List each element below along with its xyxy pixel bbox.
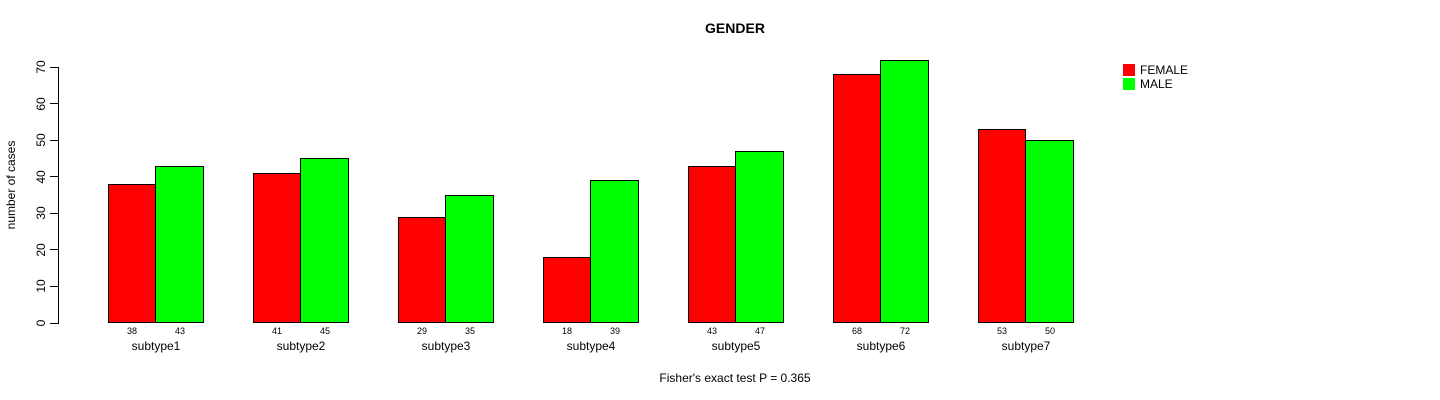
y-tick-mark-60 — [50, 103, 58, 105]
y-tick-mark-30 — [50, 212, 58, 214]
bar-male-subtype2 — [300, 158, 349, 323]
bar-value-female-subtype7: 53 — [996, 326, 1008, 336]
category-label-subtype2: subtype2 — [276, 339, 326, 353]
footnote: Fisher's exact test P = 0.365 — [659, 371, 811, 385]
legend: FEMALE MALE — [1123, 64, 1188, 92]
y-axis-line — [58, 67, 59, 324]
bar-value-male-subtype1: 43 — [174, 326, 186, 336]
y-tick-mark-50 — [50, 139, 58, 141]
y-tick-label-0: 0 — [34, 319, 48, 327]
bar-male-subtype3 — [445, 195, 494, 323]
bar-female-subtype5 — [688, 166, 736, 323]
bar-female-subtype3 — [398, 217, 446, 323]
bar-female-subtype4 — [543, 257, 591, 323]
bar-female-subtype6 — [833, 74, 881, 323]
legend-row-female: FEMALE — [1123, 64, 1188, 76]
category-label-subtype5: subtype5 — [711, 339, 761, 353]
y-tick-label-10: 10 — [34, 279, 48, 294]
legend-swatch-male — [1123, 78, 1135, 90]
bar-value-female-subtype5: 43 — [706, 326, 718, 336]
bar-value-female-subtype6: 68 — [851, 326, 863, 336]
bar-value-female-subtype1: 38 — [126, 326, 138, 336]
y-tick-label-70: 70 — [34, 60, 48, 74]
y-tick-label-50: 50 — [34, 133, 48, 147]
y-tick-label-20: 20 — [34, 243, 48, 257]
bar-value-male-subtype3: 35 — [464, 326, 476, 336]
y-tick-mark-40 — [50, 176, 58, 178]
y-tick-mark-0 — [50, 322, 58, 324]
bar-male-subtype4 — [590, 180, 639, 323]
bar-value-male-subtype2: 45 — [319, 326, 331, 336]
bar-male-subtype5 — [735, 151, 784, 323]
y-tick-mark-10 — [50, 285, 58, 287]
bar-female-subtype2 — [253, 173, 301, 323]
bar-value-female-subtype3: 29 — [416, 326, 428, 336]
legend-swatch-female — [1123, 64, 1135, 76]
chart-title: GENDER — [705, 20, 765, 36]
y-tick-label-60: 60 — [34, 96, 48, 111]
y-tick-label-30: 30 — [34, 206, 48, 220]
bar-value-male-subtype5: 47 — [754, 326, 766, 336]
bar-value-female-subtype2: 41 — [271, 326, 283, 336]
y-tick-label-40: 40 — [34, 170, 48, 184]
bar-value-female-subtype4: 18 — [561, 326, 573, 336]
bar-male-subtype7 — [1025, 140, 1074, 323]
legend-label-female: FEMALE — [1140, 63, 1189, 77]
y-tick-mark-70 — [50, 66, 58, 68]
bar-male-subtype1 — [155, 166, 204, 323]
bar-male-subtype6 — [880, 60, 929, 323]
category-label-subtype3: subtype3 — [421, 339, 471, 353]
bar-female-subtype7 — [978, 129, 1026, 323]
category-label-subtype4: subtype4 — [566, 339, 616, 353]
category-label-subtype1: subtype1 — [131, 339, 181, 353]
bar-value-male-subtype4: 39 — [609, 326, 621, 336]
y-tick-mark-20 — [50, 249, 58, 251]
category-label-subtype6: subtype6 — [856, 339, 906, 353]
y-axis-label: number of cases — [4, 140, 18, 230]
legend-label-male: MALE — [1140, 77, 1173, 91]
bar-value-male-subtype7: 50 — [1044, 326, 1056, 336]
bar-female-subtype1 — [108, 184, 156, 323]
legend-row-male: MALE — [1123, 78, 1188, 90]
category-label-subtype7: subtype7 — [1001, 339, 1051, 353]
bar-value-male-subtype6: 72 — [899, 326, 911, 336]
